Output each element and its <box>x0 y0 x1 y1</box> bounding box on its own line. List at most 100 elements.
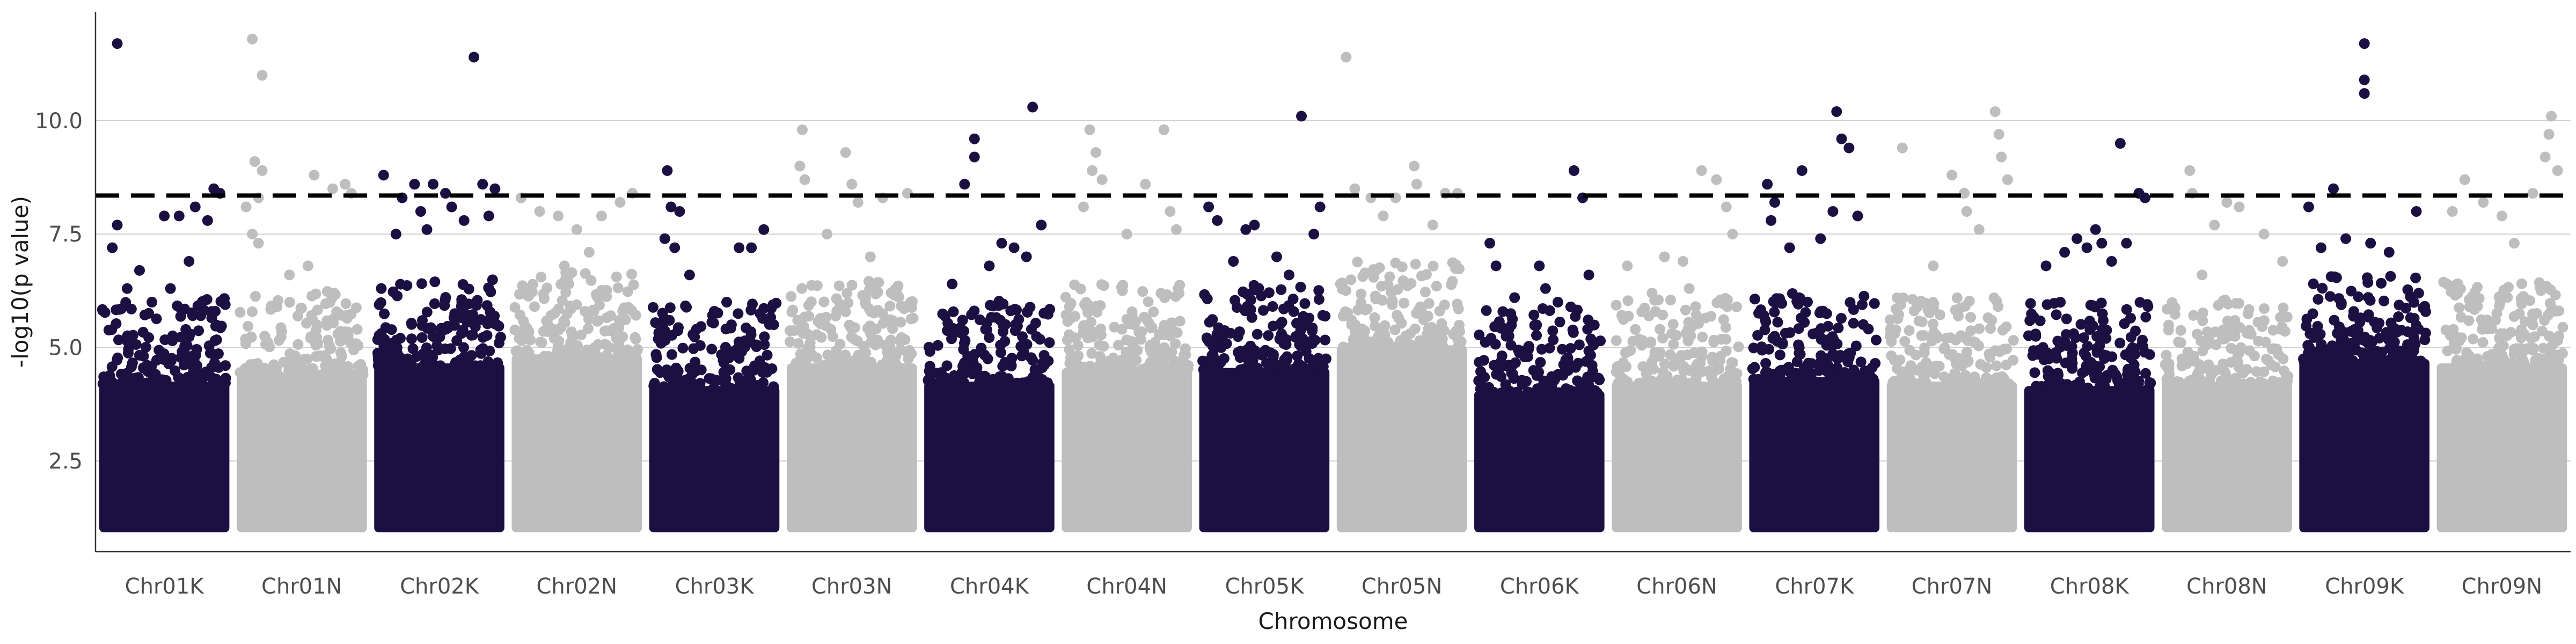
cloud-point <box>2197 308 2208 319</box>
cloud-point <box>833 280 845 291</box>
cloud-point <box>1733 341 1744 353</box>
x-tick-label: Chr04K <box>950 574 1030 599</box>
cloud-point <box>1098 341 1109 352</box>
cloud-point <box>542 318 553 330</box>
cloud-point <box>1421 269 1432 280</box>
cloud-point <box>860 347 871 358</box>
cloud-point <box>2278 302 2289 313</box>
cloud-point <box>937 309 948 320</box>
cloud-point <box>1557 343 1568 355</box>
cloud-point <box>1748 374 1759 385</box>
cloud-point <box>1565 301 1576 312</box>
cloud-point <box>2037 342 2048 353</box>
x-tick-label: Chr08K <box>2050 574 2130 599</box>
snp-point <box>257 70 268 81</box>
snp-point <box>1308 229 1320 240</box>
snp-point <box>1078 201 1089 213</box>
cloud-point <box>1707 355 1718 367</box>
cloud-point <box>1667 319 1679 330</box>
cloud-point <box>1374 262 1385 273</box>
cloud-point <box>995 347 1006 358</box>
cloud-point <box>2308 278 2319 289</box>
cloud-point <box>2258 315 2270 326</box>
cloud-point <box>1666 328 1678 339</box>
cloud-point <box>1356 288 1367 299</box>
cloud-point <box>2346 286 2357 297</box>
snp-point <box>1096 174 1108 185</box>
cloud-point <box>1850 340 1862 352</box>
snp-point <box>709 305 720 317</box>
cloud-point <box>2145 377 2156 389</box>
cloud-point <box>580 268 591 279</box>
snp-point <box>1552 297 1563 308</box>
cloud-point <box>127 357 138 369</box>
snp-point <box>477 179 488 190</box>
x-tick-label: Chr09K <box>2325 574 2405 599</box>
cloud-point <box>706 317 718 328</box>
cloud-point <box>1508 372 1519 384</box>
cloud-point <box>737 380 749 392</box>
cloud-point <box>720 342 731 353</box>
cloud-point <box>1800 307 1811 318</box>
cloud-point <box>1523 344 1534 355</box>
cloud-point <box>1774 349 1785 361</box>
cloud-point <box>2101 333 2112 344</box>
cloud-point <box>115 303 127 314</box>
cloud-point <box>2245 377 2256 388</box>
cloud-point <box>759 331 770 342</box>
cloud-point <box>1399 297 1410 309</box>
cloud-point <box>1349 337 1360 348</box>
cloud-point <box>1916 316 1928 327</box>
cloud-point <box>1722 301 1733 312</box>
cloud-point <box>1981 372 1992 383</box>
x-tick-label: Chr01K <box>125 574 205 599</box>
cloud-point <box>784 325 795 336</box>
x-tick-label: Chr08N <box>2186 574 2267 599</box>
cloud-point <box>2516 278 2527 289</box>
cloud-point <box>1126 360 1138 371</box>
cloud-point <box>292 339 304 350</box>
cloud-point <box>865 356 876 368</box>
cloud-point <box>1017 331 1028 342</box>
cloud-point <box>908 312 919 324</box>
snp-point <box>284 269 295 281</box>
cloud-point <box>1042 377 1053 389</box>
cloud-point <box>2249 350 2260 362</box>
cloud-point <box>1726 357 1737 368</box>
cloud-point <box>1299 298 1311 309</box>
cloud-point <box>1544 342 1555 354</box>
cloud-point <box>601 312 612 324</box>
snp-point <box>746 242 757 253</box>
cloud-point <box>1295 281 1306 292</box>
snp-point <box>2540 151 2551 163</box>
cloud-point <box>1294 339 1305 350</box>
cloud-point <box>1693 318 1704 329</box>
cloud-point <box>1404 328 1416 339</box>
snp-point <box>674 206 685 217</box>
cloud-point <box>587 304 598 316</box>
cloud-point <box>1170 338 1181 349</box>
cloud-point <box>2030 331 2041 342</box>
cloud-point <box>1536 343 1547 355</box>
cloud-point <box>1622 376 1633 387</box>
snp-point <box>1831 106 1842 117</box>
snp-point <box>1721 201 1732 213</box>
snp-point <box>721 297 733 308</box>
snp-point <box>1021 251 1032 262</box>
cloud-point <box>104 372 115 383</box>
cloud-point <box>1959 301 1971 312</box>
snp-point <box>1959 188 1970 199</box>
cloud-point <box>733 308 744 319</box>
cloud-point <box>565 303 576 314</box>
cloud-point <box>1884 314 1896 325</box>
cloud-point <box>380 347 391 358</box>
cloud-point <box>310 351 321 362</box>
snp-point <box>969 133 980 144</box>
snp-point <box>1696 165 1707 176</box>
cloud-point <box>1267 301 1278 312</box>
snp-point <box>121 283 133 294</box>
cloud-point <box>1951 292 1963 304</box>
cloud-point <box>1501 331 1512 342</box>
cloud-point <box>2494 301 2505 312</box>
cloud-point <box>2078 332 2089 343</box>
